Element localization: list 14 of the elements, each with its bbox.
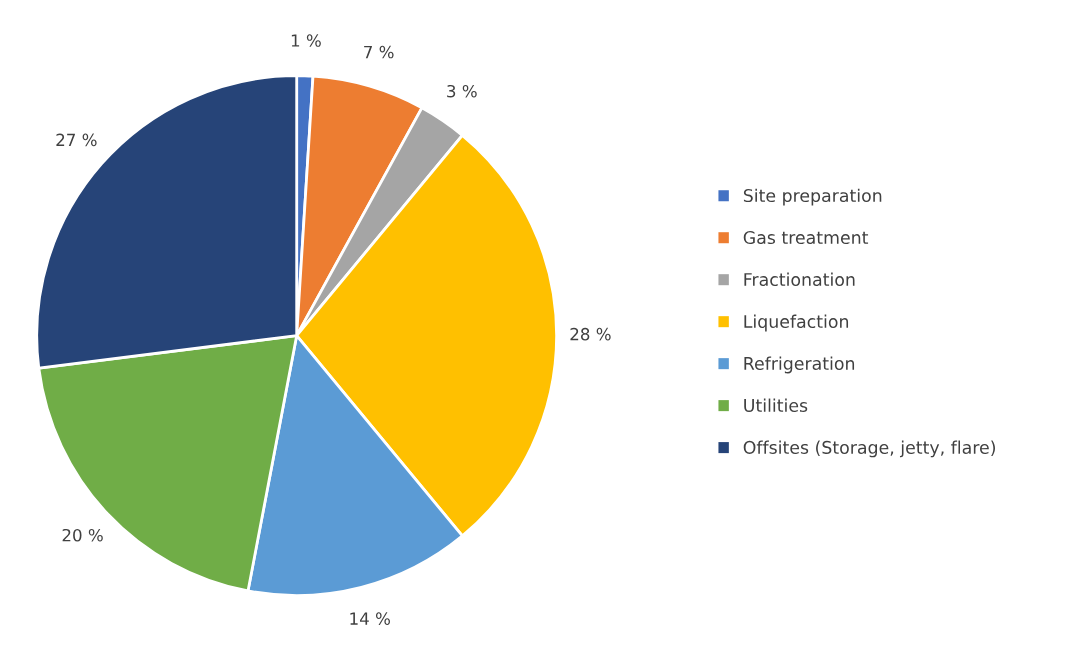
legend-label: Liquefaction: [744, 314, 849, 332]
data-label: 20 %: [62, 528, 103, 542]
legend-label: Utilities: [744, 398, 808, 412]
legend-label: Gas treatment: [743, 230, 869, 245]
data-label: 3 %: [447, 84, 477, 98]
data-label: 7 %: [364, 45, 394, 59]
legend-label: Fractionation: [744, 272, 855, 287]
legend-label: Offsites (Storage, jetty, flare): [743, 440, 996, 458]
legend-label: Site preparation: [743, 188, 882, 206]
data-label: 28 %: [570, 327, 611, 341]
data-label: 14 %: [350, 612, 390, 625]
legend-label: Refrigeration: [744, 356, 855, 374]
data-label: 27 %: [56, 133, 97, 147]
data-label: 1 %: [291, 34, 321, 47]
